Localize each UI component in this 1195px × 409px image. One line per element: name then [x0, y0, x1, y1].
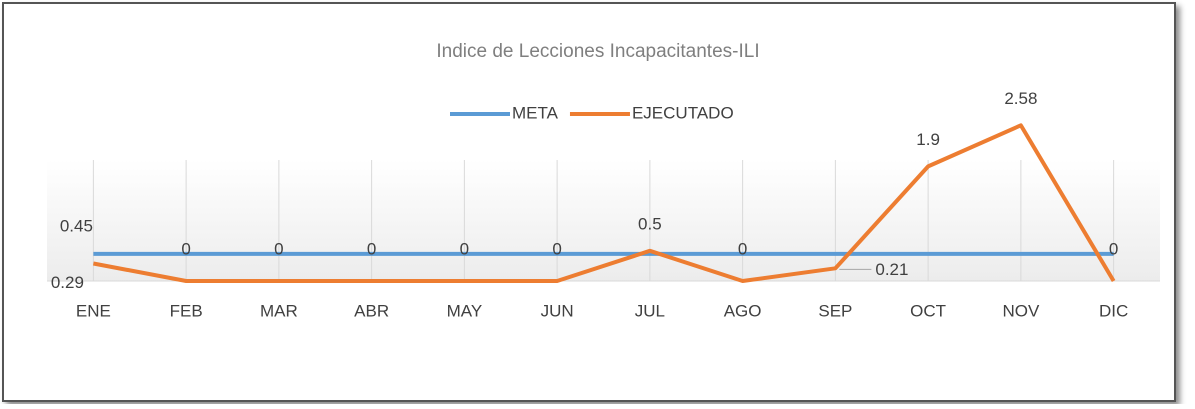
chart-title: Indice de Lecciones Incapacitantes-ILI: [436, 41, 759, 62]
data-label: 0.29: [51, 273, 84, 292]
line-series: [93, 123, 1116, 283]
data-label: 0: [552, 239, 561, 258]
data-label: 0.21: [875, 260, 908, 279]
x-tick-label: AGO: [724, 301, 762, 320]
data-label: 0.45: [60, 216, 93, 235]
data-label: 0.5: [638, 214, 662, 233]
x-tick-label: DIC: [1099, 301, 1128, 320]
x-tick-label: OCT: [910, 301, 946, 320]
plot-background: [47, 160, 1160, 281]
data-label: 1.9: [916, 130, 940, 149]
legend-label: EJECUTADO: [632, 103, 734, 122]
data-label: 2.58: [1004, 89, 1037, 108]
data-label: 0: [367, 239, 376, 258]
data-label: 0: [738, 239, 747, 258]
x-tick-label: ENE: [76, 301, 111, 320]
x-tick-label: MAR: [260, 301, 298, 320]
x-tick-label: SEP: [818, 301, 852, 320]
legend-label: META: [512, 103, 559, 122]
data-label: 0: [274, 239, 283, 258]
x-tick-label: FEB: [170, 301, 203, 320]
x-tick-label: JUL: [635, 301, 665, 320]
x-tick-label: JUN: [541, 301, 574, 320]
x-tick-label: NOV: [1002, 301, 1040, 320]
data-label: 0: [1109, 239, 1118, 258]
data-label: 0: [460, 239, 469, 258]
x-tick-label: MAY: [447, 301, 483, 320]
x-tick-label: ABR: [354, 301, 389, 320]
data-label: 0: [181, 239, 190, 258]
